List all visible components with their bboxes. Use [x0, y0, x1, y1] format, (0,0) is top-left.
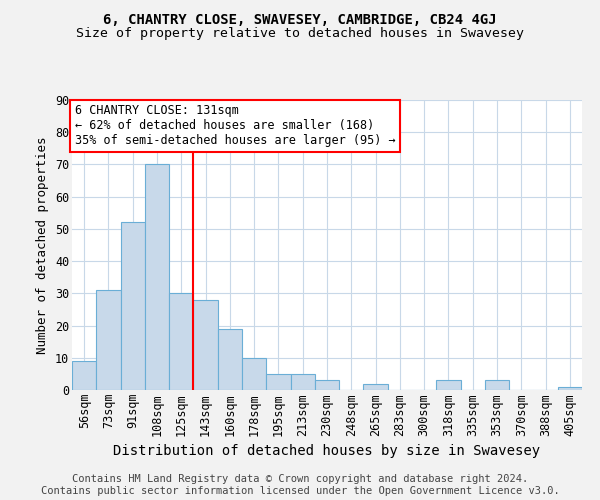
Bar	[145, 164, 169, 390]
Text: 6, CHANTRY CLOSE, SWAVESEY, CAMBRIDGE, CB24 4GJ: 6, CHANTRY CLOSE, SWAVESEY, CAMBRIDGE, C…	[103, 12, 497, 26]
Bar	[290, 374, 315, 390]
Text: Size of property relative to detached houses in Swavesey: Size of property relative to detached ho…	[76, 28, 524, 40]
Text: 6 CHANTRY CLOSE: 131sqm
← 62% of detached houses are smaller (168)
35% of semi-d: 6 CHANTRY CLOSE: 131sqm ← 62% of detache…	[74, 104, 395, 148]
Bar	[72, 361, 96, 390]
Bar	[96, 290, 121, 390]
Bar	[121, 222, 145, 390]
Bar	[485, 380, 509, 390]
Bar	[169, 294, 193, 390]
Text: Contains HM Land Registry data © Crown copyright and database right 2024.
Contai: Contains HM Land Registry data © Crown c…	[41, 474, 559, 496]
Bar	[436, 380, 461, 390]
Bar	[364, 384, 388, 390]
Bar	[218, 329, 242, 390]
Bar	[266, 374, 290, 390]
X-axis label: Distribution of detached houses by size in Swavesey: Distribution of detached houses by size …	[113, 444, 541, 458]
Bar	[193, 300, 218, 390]
Y-axis label: Number of detached properties: Number of detached properties	[37, 136, 49, 354]
Bar	[315, 380, 339, 390]
Bar	[558, 387, 582, 390]
Bar	[242, 358, 266, 390]
